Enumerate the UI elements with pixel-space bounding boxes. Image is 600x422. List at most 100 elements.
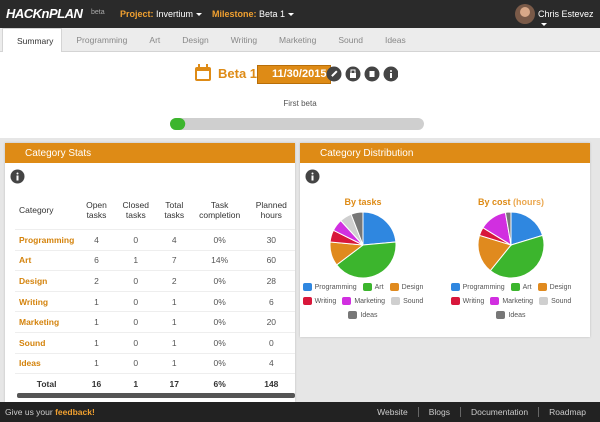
milestone-date: 11/30/2015: [257, 65, 332, 84]
panel-header: Category Distribution: [300, 143, 590, 163]
tab-bar: Summary Programming Art Design Writing Market…: [0, 28, 600, 52]
pie-title: By tasks: [313, 197, 413, 207]
panel-header: Category Stats: [5, 143, 295, 163]
legend-swatch: [389, 283, 399, 291]
column-header: Open tasks: [86, 200, 107, 220]
table-row: Writing 1 0 1 0% 6: [15, 290, 295, 312]
table-cell: Marketing: [15, 311, 79, 333]
panel-title: Category Distribution: [320, 148, 414, 159]
info-button[interactable]: [305, 169, 320, 184]
legend: Programming Art Design Writing Marketing Soun…: [300, 283, 428, 319]
legend-item: Design: [389, 283, 424, 291]
table-cell: 30: [247, 229, 295, 251]
info-button[interactable]: [383, 66, 399, 82]
legend-item: Sound: [391, 297, 423, 305]
legend-swatch: [490, 297, 500, 305]
table-cell: Sound: [15, 331, 79, 354]
calendar-icon: [195, 64, 211, 81]
tab[interactable]: Summary: [2, 28, 63, 52]
table-cell: 0%: [191, 352, 248, 374]
project-menu[interactable]: Project: Invertium: [120, 9, 203, 19]
avatar[interactable]: [514, 3, 536, 25]
legend-swatch: [450, 297, 460, 305]
table-cell: 1: [114, 249, 157, 271]
user-menu[interactable]: Chris Estevez: [538, 9, 600, 29]
column-header: Planned hours: [255, 200, 287, 220]
table-cell: Design: [15, 270, 79, 292]
tab[interactable]: Marketing: [279, 35, 317, 45]
table-row: Marketing 1 0 1 0% 20: [15, 311, 295, 333]
footer: Give us your feedback! Website Blogs Docum…: [0, 402, 600, 422]
legend-swatch: [537, 283, 547, 291]
footer-link[interactable]: Documentation: [459, 407, 538, 417]
project-name: Invertium: [156, 9, 194, 19]
pie-chart: [329, 211, 397, 279]
legend-item: Sound: [539, 297, 571, 305]
table-cell: Writing: [15, 290, 79, 312]
lock-button[interactable]: [345, 66, 361, 82]
table-cell: 0: [114, 352, 157, 374]
legend-swatch: [302, 283, 312, 291]
project-label: Project:: [120, 9, 154, 19]
feedback-link[interactable]: feedback!: [55, 407, 95, 417]
table-cell: 7: [156, 249, 192, 271]
table-cell: 148: [247, 373, 295, 394]
legend-label: Art: [522, 283, 532, 291]
table-cell: 20: [247, 311, 295, 333]
distribution-panel: Category Distribution By tasks Programmin…: [300, 143, 590, 337]
edit-button[interactable]: [326, 66, 342, 82]
logo-tag: beta: [91, 9, 105, 16]
table-cell: 0: [114, 331, 157, 354]
column-header: Total tasks: [164, 200, 185, 220]
table-row: Design 2 0 2 0% 28: [15, 270, 295, 292]
stats-table: Category Open tasks Closed tasks Total task…: [15, 191, 295, 394]
table-cell: 4: [156, 229, 192, 251]
tab[interactable]: Sound: [338, 35, 363, 45]
table-cell: 0%: [191, 311, 248, 333]
tab[interactable]: Ideas: [384, 35, 406, 45]
pie-chart: [477, 211, 545, 279]
milestone-header: Beta 1 11/30/2015 First beta: [0, 52, 600, 138]
table-cell: 1: [156, 290, 192, 312]
tab[interactable]: Programming: [76, 35, 128, 45]
pie-slice: [362, 211, 397, 246]
legend-label: Art: [374, 283, 384, 291]
legend-item: Writing: [302, 297, 336, 305]
scrollbar[interactable]: [17, 393, 295, 398]
table-cell: 1: [156, 331, 192, 354]
legend-item: Writing: [450, 297, 484, 305]
progress-track: [170, 118, 424, 130]
legend-swatch: [539, 297, 549, 305]
footer-link[interactable]: Roadmap: [538, 407, 596, 417]
legend-item: Art: [510, 283, 532, 291]
delete-button[interactable]: [364, 66, 380, 82]
info-button[interactable]: [10, 169, 25, 184]
legend-label: Ideas: [508, 311, 526, 319]
table-row: Ideas 1 0 1 0% 4: [15, 352, 295, 374]
table-cell: 28: [247, 270, 295, 292]
tab[interactable]: Design: [182, 35, 209, 45]
legend-swatch: [391, 297, 401, 305]
tab[interactable]: Art: [149, 35, 161, 45]
footer-link[interactable]: Website: [377, 407, 408, 417]
logo[interactable]: HACKnPLAN: [6, 6, 83, 21]
legend-swatch: [302, 297, 312, 305]
legend-swatch: [362, 283, 372, 291]
milestone-menu[interactable]: Milestone: Beta 1: [212, 9, 295, 19]
table-cell: 4: [247, 352, 295, 374]
legend-item: Design: [537, 283, 571, 291]
table-cell: 14%: [191, 249, 248, 271]
legend-label: Marketing: [354, 297, 386, 305]
panel-title: Category Stats: [25, 148, 92, 159]
table-cell: 1: [78, 352, 115, 374]
tab[interactable]: Writing: [230, 35, 258, 45]
progress-bar: [170, 118, 424, 130]
legend-item: Marketing: [490, 297, 533, 305]
footer-link[interactable]: Blogs: [417, 407, 460, 417]
table-cell: 60: [247, 249, 295, 271]
milestone-description: First beta: [283, 99, 317, 108]
legend-item: Marketing: [342, 297, 385, 305]
table-cell: 1: [156, 311, 192, 333]
legend-label: Design: [401, 283, 424, 291]
